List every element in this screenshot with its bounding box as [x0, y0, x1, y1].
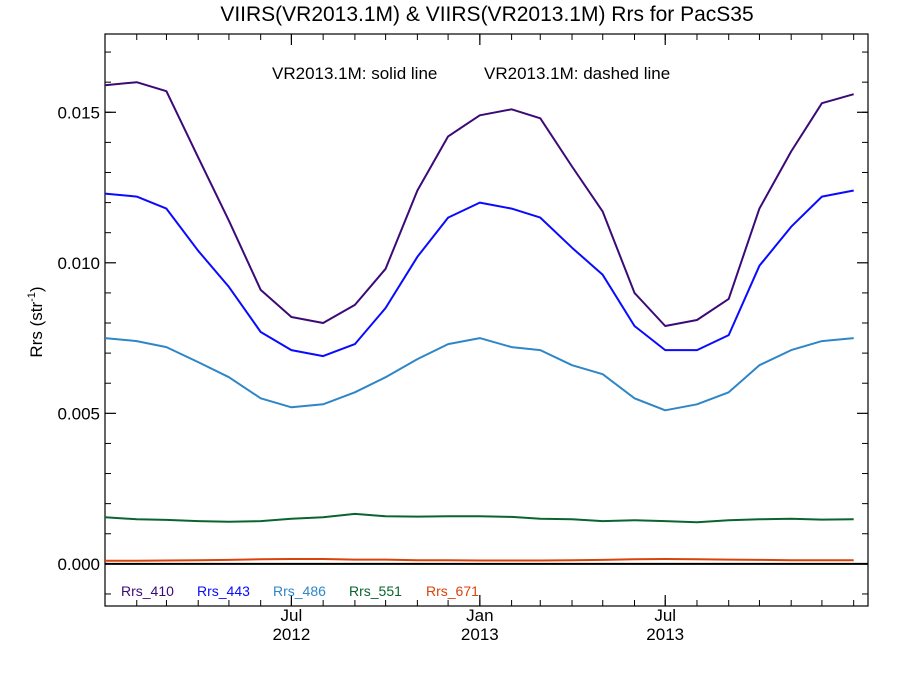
- legend-item-rrs-671: Rrs_671: [426, 583, 479, 599]
- plot-frame: [104, 33, 869, 607]
- y-tick-label: 0.010: [57, 254, 100, 273]
- y-tick-label: 0.015: [57, 103, 100, 122]
- axes-layer: 0.0000.0050.0100.015Jul2012Jan2013Jul201…: [57, 34, 868, 644]
- legend-item-rrs-551: Rrs_551: [349, 583, 402, 599]
- y-axis-title: Rrs (str-1): [26, 286, 46, 357]
- legend-item-rrs-443: Rrs_443: [197, 583, 250, 599]
- legend: Rrs_410 Rrs_443 Rrs_486 Rrs_551 Rrs_671: [121, 583, 479, 599]
- series-line-rrs-443: [104, 189, 854, 358]
- y-tick-label: 0.000: [57, 555, 100, 574]
- legend-item-rrs-486: Rrs_486: [273, 583, 326, 599]
- y-tick-label: 0.005: [57, 404, 100, 423]
- x-tick-label-month: Jan: [466, 606, 493, 625]
- chart-title: VIIRS(VR2013.1M) & VIIRS(VR2013.1M) Rrs …: [220, 3, 753, 26]
- y-axis-title-main: Rrs (str: [27, 302, 46, 358]
- x-tick-label-month: Jul: [281, 606, 303, 625]
- x-tick-label-year: 2012: [272, 625, 310, 644]
- x-tick-label-year: 2013: [646, 625, 684, 644]
- y-axis-title-close: ): [27, 286, 46, 292]
- y-axis-title-sup: -1: [26, 292, 38, 302]
- annotation-solid: VR2013.1M: solid line: [272, 64, 437, 83]
- series-line-rrs-410: [104, 81, 854, 327]
- series-layer: [104, 81, 854, 562]
- annotation-dashed: VR2013.1M: dashed line: [484, 64, 670, 83]
- series-line-rrs-551: [104, 512, 854, 524]
- series-line-rrs-671: [105, 558, 854, 562]
- legend-item-rrs-410: Rrs_410: [121, 583, 174, 599]
- x-tick-label-year: 2013: [461, 625, 499, 644]
- series-line-rrs-486: [104, 337, 854, 412]
- x-tick-label-month: Jul: [654, 606, 676, 625]
